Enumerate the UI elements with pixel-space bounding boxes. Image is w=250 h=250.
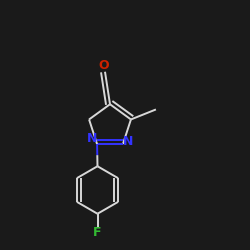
Text: O: O bbox=[98, 59, 109, 72]
Text: N: N bbox=[86, 132, 97, 145]
Text: N: N bbox=[123, 134, 134, 147]
Text: F: F bbox=[93, 226, 102, 239]
